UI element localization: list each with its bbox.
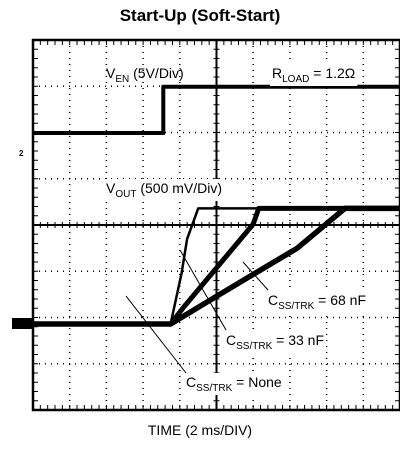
label-css-none-subscript: SS/TRK xyxy=(196,383,232,394)
label-rload-subscript: LOAD xyxy=(282,74,309,85)
grid xyxy=(33,40,400,410)
label-css-33nf-rest: = 33 nF xyxy=(272,332,324,348)
leader-lines xyxy=(125,249,269,374)
trace-ven xyxy=(33,84,400,135)
label-css-33nf-background xyxy=(224,331,327,353)
label-rload-main: R xyxy=(272,65,282,81)
label-css-33nf-main: C xyxy=(226,332,236,348)
x-axis-label: TIME (2 ms/DIV) xyxy=(147,422,253,438)
label-ven-text: VEN (5V/Div) xyxy=(106,65,184,85)
ground-marker xyxy=(12,318,33,329)
label-ven-main: V xyxy=(106,65,116,81)
label-vout: VOUT (500 mV/Div) xyxy=(104,179,225,201)
label-ven-subscript: EN xyxy=(115,74,129,85)
label-vout-main: V xyxy=(106,180,116,196)
plot-frame xyxy=(31,38,400,412)
label-rload-rest: = 1.2Ω xyxy=(309,65,355,81)
leader-css-68nf xyxy=(242,261,269,291)
leader-css-33nf xyxy=(179,249,227,331)
leader-css-none xyxy=(125,295,187,374)
label-rload-background xyxy=(270,64,358,86)
label-css-none-background xyxy=(184,373,284,395)
label-rload: RLOAD = 1.2Ω xyxy=(270,64,358,86)
label-vout-rest: (500 mV/Div) xyxy=(136,180,222,196)
plot-border xyxy=(31,38,400,412)
label-css-68nf-background xyxy=(266,291,369,313)
channel-marker: 2 xyxy=(19,149,24,158)
label-css-none: CSS/TRK = None xyxy=(184,373,284,395)
label-css-none-main: C xyxy=(186,374,196,390)
label-css-33nf: CSS/TRK = 33 nF xyxy=(224,331,327,353)
label-css-68nf-text: CSS/TRK = 68 nF xyxy=(268,292,366,312)
label-rload-text: RLOAD = 1.2Ω xyxy=(272,65,355,85)
label-css-33nf-subscript: SS/TRK xyxy=(236,341,272,352)
label-css-68nf: CSS/TRK = 68 nF xyxy=(266,291,369,313)
label-css-68nf-main: C xyxy=(268,292,278,308)
label-css-none-text: CSS/TRK = None xyxy=(186,374,282,394)
label-vout-subscript: OUT xyxy=(115,189,136,200)
chart-title: Start-Up (Soft-Start) xyxy=(119,6,281,25)
label-css-none-rest: = None xyxy=(232,374,282,390)
label-css-68nf-subscript: SS/TRK xyxy=(278,301,314,312)
label-ven: VEN (5V/Div) xyxy=(106,65,184,85)
label-css-33nf-text: CSS/TRK = 33 nF xyxy=(226,332,324,352)
label-css-68nf-rest: = 68 nF xyxy=(314,292,366,308)
label-vout-text: VOUT (500 mV/Div) xyxy=(106,180,222,200)
label-vout-background xyxy=(104,179,225,201)
label-ven-rest: (5V/Div) xyxy=(129,65,183,81)
